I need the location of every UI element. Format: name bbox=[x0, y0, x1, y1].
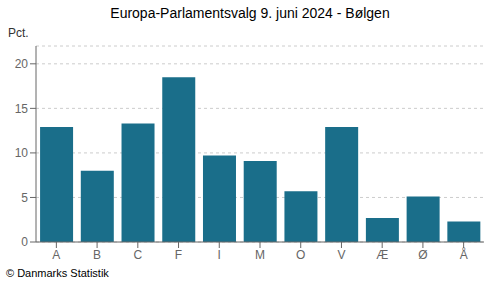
html-text:Europa-Parlamentsvalg 9. juni: Europa-Parlamentsvalg 9. juni 2024 - Bøl… bbox=[110, 5, 390, 21]
svg-text:O: O bbox=[296, 248, 305, 262]
svg-text:M: M bbox=[255, 248, 265, 262]
svg-text:Å: Å bbox=[460, 247, 468, 262]
svg-text:10: 10 bbox=[15, 146, 29, 160]
svg-text:15: 15 bbox=[15, 102, 29, 116]
svg-text:Æ: Æ bbox=[376, 248, 388, 262]
svg-text:Ø: Ø bbox=[418, 248, 427, 262]
svg-text:F: F bbox=[175, 248, 182, 262]
html-text:Pct.: Pct. bbox=[8, 26, 29, 40]
svg-text:A: A bbox=[52, 248, 60, 262]
svg-text:20: 20 bbox=[15, 57, 29, 71]
svg-text:C: C bbox=[133, 248, 142, 262]
svg-text:5: 5 bbox=[21, 191, 28, 205]
svg-text:V: V bbox=[337, 248, 345, 262]
svg-text:0: 0 bbox=[21, 235, 28, 249]
svg-text:I: I bbox=[218, 248, 221, 262]
svg-text:B: B bbox=[93, 248, 101, 262]
html-text:© Danmarks Statistik: © Danmarks Statistik bbox=[6, 267, 109, 279]
